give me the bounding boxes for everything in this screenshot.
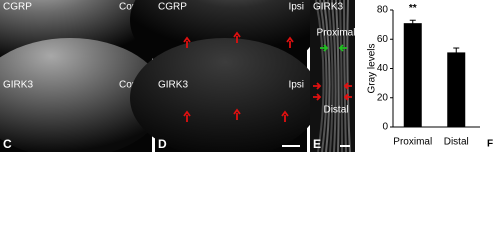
side-label: Ipsi (288, 80, 304, 91)
tissue (0, 38, 165, 152)
panel-letter: F (487, 139, 493, 150)
fiber (315, 0, 325, 152)
arrow (183, 110, 191, 122)
fiber (327, 0, 334, 152)
x-tick-label: Distal (444, 137, 469, 148)
x-tick-label: Proximal (393, 137, 432, 148)
arrow (338, 44, 347, 52)
arrow (313, 82, 322, 90)
arrow (320, 44, 329, 52)
arrow (281, 110, 289, 122)
micrograph (310, 0, 355, 152)
fiber (339, 0, 343, 152)
marker-label: CGRP (3, 2, 32, 13)
y-tick-label: 80 (377, 5, 389, 16)
significance: ** (409, 3, 417, 14)
marker-label: GIRK3 (313, 2, 343, 13)
fiber (331, 0, 337, 152)
fiber (323, 0, 331, 152)
panel-letter: C (3, 137, 12, 151)
arrow (343, 93, 352, 101)
arrow (233, 31, 241, 43)
arrow (233, 108, 241, 120)
bar (447, 52, 466, 127)
arrow (286, 36, 294, 48)
marker-label: GIRK3 (158, 80, 188, 91)
arrow (343, 82, 352, 90)
y-tick-label: 60 (377, 34, 389, 45)
arrow (183, 36, 191, 48)
arrow (313, 93, 322, 101)
fiber (335, 0, 340, 152)
panel-letter: D (158, 137, 167, 151)
tissue (130, 38, 320, 152)
side-label: Ipsi (288, 2, 304, 13)
region-label: Distal (323, 105, 348, 116)
region-label: Proximal (317, 28, 356, 39)
y-tick-label: 40 (377, 63, 389, 74)
fiber (343, 0, 347, 152)
y-axis-title: Gray levels (367, 43, 378, 93)
fiber (319, 0, 328, 152)
fiber (346, 0, 351, 152)
bar (403, 23, 422, 128)
figure: CGRPContraACGRPIpsiBGIRK3ContraCGIRK3Ips… (0, 0, 493, 152)
y-tick-label: 20 (377, 92, 389, 103)
marker-label: CGRP (158, 2, 187, 13)
y-tick-label: 0 (382, 122, 388, 133)
panel-letter: E (313, 137, 321, 151)
marker-label: GIRK3 (3, 80, 33, 91)
